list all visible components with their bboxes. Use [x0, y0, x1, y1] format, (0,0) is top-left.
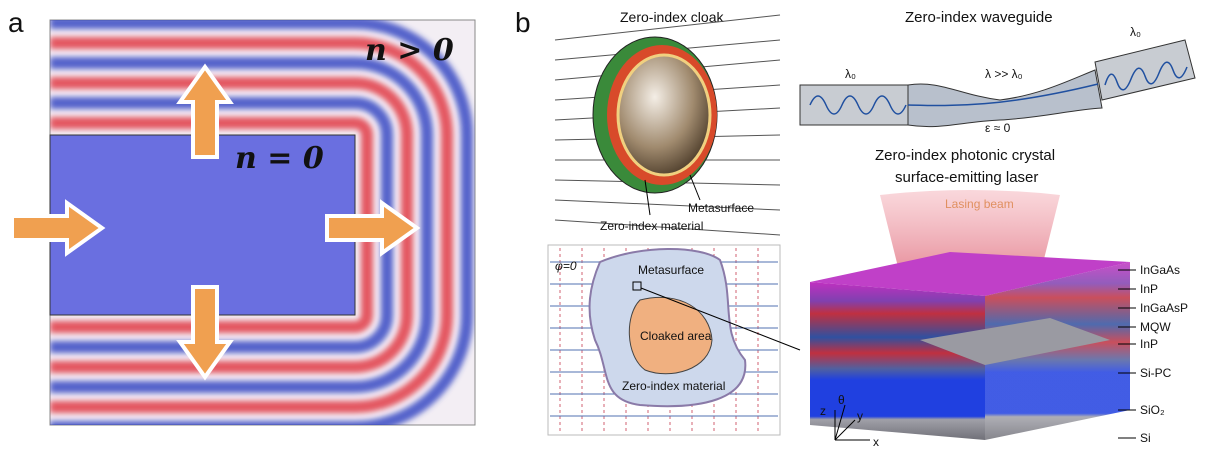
region-label: n > 0 [365, 33, 454, 68]
annotation: φ=0 [555, 259, 577, 273]
layer-label: InP [1140, 282, 1158, 296]
annotation: Zero-index material [622, 379, 725, 393]
annotation: Metasurface [638, 263, 704, 277]
annotation: Lasing beam [945, 197, 1014, 211]
region-label: n = 0 [235, 141, 324, 176]
annotation: Cloaked area [640, 329, 712, 343]
layer-label: Si-PC [1140, 366, 1172, 380]
annotation: Metasurface [688, 201, 754, 215]
panel-label: b [515, 7, 531, 38]
cloaked-sphere [618, 55, 710, 175]
waveguide-title: Zero-index waveguide [905, 9, 1053, 26]
panel-label: a [8, 7, 24, 38]
annotation: λ₀ [845, 67, 856, 81]
input-waveguide [800, 85, 908, 125]
layer-label: SiO₂ [1140, 403, 1165, 417]
front-face [810, 282, 985, 440]
axis-label: y [857, 409, 863, 423]
layer-label: InGaAsP [1140, 301, 1188, 315]
axis-label: x [873, 435, 879, 449]
axis-label: z [820, 404, 826, 418]
layer-label: MQW [1140, 320, 1171, 334]
layer-label: Si [1140, 431, 1151, 445]
layer-label: InP [1140, 337, 1158, 351]
laser-title: Zero-index photonic crystal [875, 147, 1055, 164]
annotation: λ >> λ₀ [985, 67, 1023, 81]
annotation: Zero-index material [600, 219, 703, 233]
axis-label: θ [838, 393, 845, 407]
output-waveguide [1095, 40, 1195, 100]
annotation: ε ≈ 0 [985, 121, 1011, 135]
annotation: λ₀ [1130, 25, 1141, 39]
layer-label: InGaAs [1140, 263, 1180, 277]
leader [690, 175, 700, 200]
figure: a n > 0 n = 0 b Zero-index cloak Metasur… [0, 0, 1206, 457]
laser-title: surface-emitting laser [895, 169, 1038, 186]
